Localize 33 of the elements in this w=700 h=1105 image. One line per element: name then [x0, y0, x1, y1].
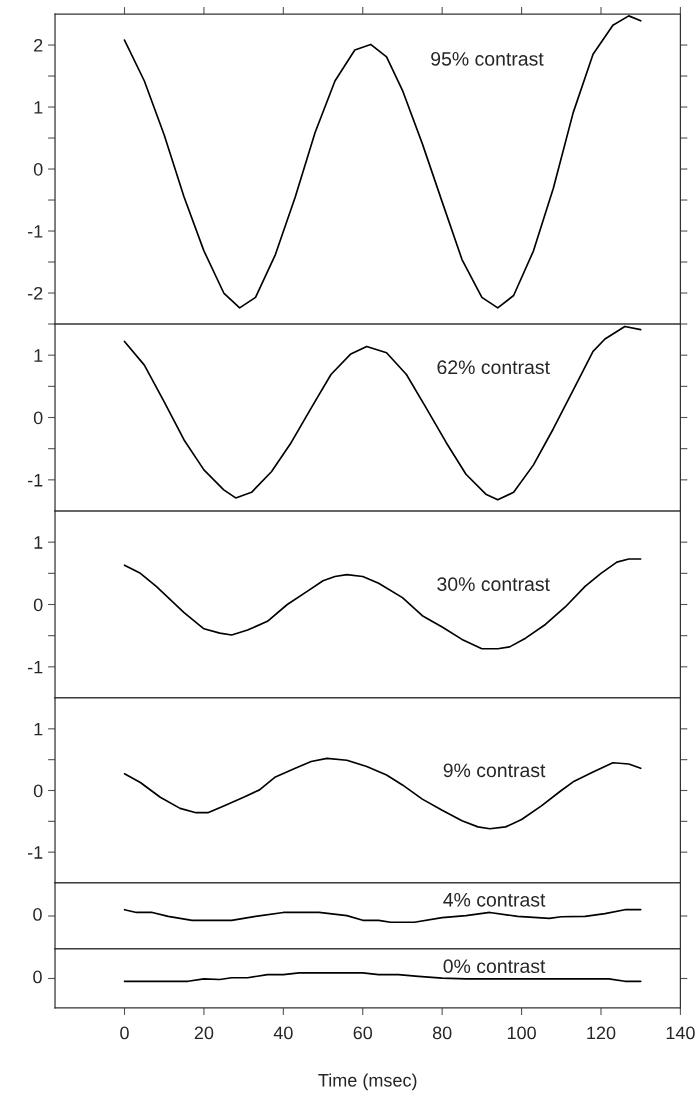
x-tick-label: 60: [353, 1026, 373, 1040]
x-tick-label: 0: [120, 1026, 129, 1040]
y-tick-label: 1: [34, 349, 43, 362]
y-tick-label: 0: [33, 784, 43, 798]
x-tick-label: 100: [507, 1026, 536, 1040]
annotation: 30% contrast: [437, 577, 550, 592]
line-series: [123, 15, 642, 309]
line-series: [123, 558, 642, 650]
y-tick-label: -1: [27, 225, 43, 238]
x-tick-label: 80: [432, 1026, 452, 1040]
y-tick-label: -2: [27, 286, 43, 300]
x-axis-title: Time (msec): [318, 1073, 417, 1091]
y-tick-label: -1: [27, 660, 43, 674]
annotation: 95% contrast: [431, 51, 544, 66]
x-tick-label: 120: [587, 1026, 616, 1040]
text: 4% contrast: [443, 893, 546, 907]
line-series: [123, 757, 642, 830]
annotation: 62% contrast: [437, 360, 550, 375]
y-tick-label: 1: [34, 101, 43, 114]
y-tick-label: 0: [33, 411, 43, 425]
y-tick-label: 0: [33, 162, 43, 176]
annotation: 0% contrast: [443, 959, 546, 974]
x-tick-label: 140: [666, 1026, 695, 1040]
y-tick-label: 1: [34, 536, 43, 549]
y-tick-label: 1: [34, 722, 43, 736]
y-tick-label: 2: [34, 38, 43, 52]
y-tick-label: 0: [33, 598, 43, 612]
annotation: 9% contrast: [443, 763, 546, 778]
y-tick-label: -1: [27, 473, 43, 487]
y-tick-label: -1: [27, 846, 43, 859]
x-tick-label: 40: [273, 1026, 293, 1040]
x-tick-label: 20: [194, 1026, 214, 1040]
line-series: [123, 325, 642, 501]
